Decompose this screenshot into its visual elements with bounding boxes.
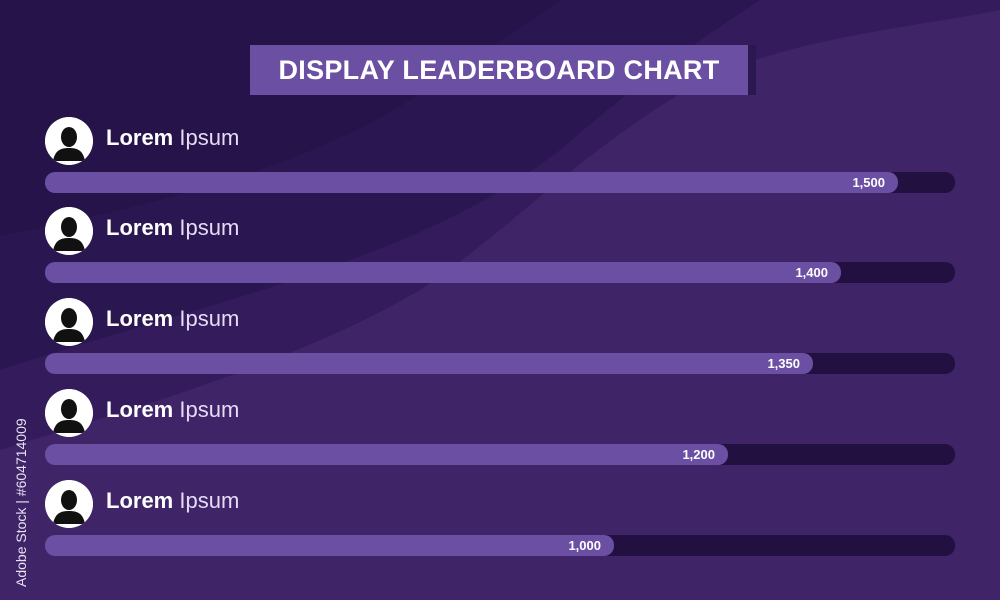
leaderboard-row: Lorem Ipsum 1,400 xyxy=(45,207,955,287)
chart-title-box: DISPLAY LEADERBOARD CHART xyxy=(250,45,748,95)
score-bar-track: 1,500 xyxy=(45,172,955,193)
player-last-name: Ipsum xyxy=(179,488,240,513)
user-silhouette-icon xyxy=(45,480,93,528)
player-last-name: Ipsum xyxy=(179,125,240,150)
player-first-name: Lorem xyxy=(106,488,174,513)
player-first-name: Lorem xyxy=(106,125,174,150)
score-bar: 1,350 xyxy=(45,353,813,374)
score-label: 1,200 xyxy=(682,447,715,462)
score-bar: 1,400 xyxy=(45,262,841,283)
score-bar: 1,000 xyxy=(45,535,614,556)
score-bar-track: 1,400 xyxy=(45,262,955,283)
leaderboard-row: Lorem Ipsum 1,500 xyxy=(45,117,955,197)
user-silhouette-icon xyxy=(45,117,93,165)
score-label: 1,350 xyxy=(767,356,800,371)
player-last-name: Ipsum xyxy=(179,397,240,422)
user-silhouette-icon xyxy=(45,207,93,255)
score-bar: 1,500 xyxy=(45,172,898,193)
player-first-name: Lorem xyxy=(106,215,174,240)
leaderboard-row: Lorem Ipsum 1,200 xyxy=(45,389,955,469)
chart-title: DISPLAY LEADERBOARD CHART xyxy=(278,54,720,85)
side-watermark-text: Adobe Stock | #604714009 xyxy=(13,418,29,587)
leaderboard-row: Lorem Ipsum 1,350 xyxy=(45,298,955,378)
score-label: 1,400 xyxy=(795,265,828,280)
user-silhouette-icon xyxy=(45,389,93,437)
score-bar-track: 1,350 xyxy=(45,353,955,374)
player-name: Lorem Ipsum xyxy=(106,125,239,151)
score-bar-track: 1,200 xyxy=(45,444,955,465)
player-name: Lorem Ipsum xyxy=(106,215,239,241)
user-silhouette-icon xyxy=(45,298,93,346)
player-name: Lorem Ipsum xyxy=(106,306,239,332)
score-label: 1,500 xyxy=(852,175,885,190)
score-label: 1,000 xyxy=(568,538,601,553)
score-bar: 1,200 xyxy=(45,444,728,465)
player-name: Lorem Ipsum xyxy=(106,397,239,423)
player-last-name: Ipsum xyxy=(179,306,240,331)
player-first-name: Lorem xyxy=(106,306,174,331)
player-last-name: Ipsum xyxy=(179,215,240,240)
score-bar-track: 1,000 xyxy=(45,535,955,556)
player-name: Lorem Ipsum xyxy=(106,488,239,514)
player-first-name: Lorem xyxy=(106,397,174,422)
leaderboard-row: Lorem Ipsum 1,000 xyxy=(45,480,955,560)
